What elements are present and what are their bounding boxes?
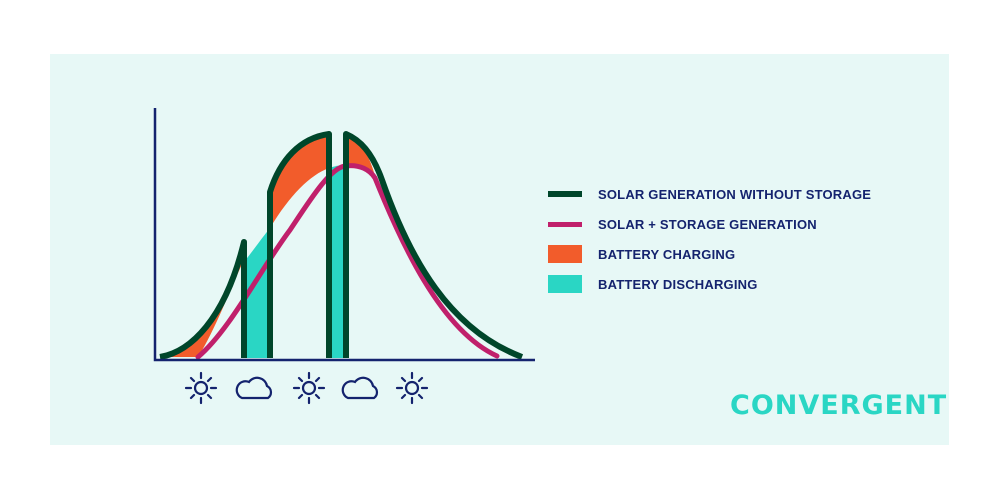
legend-solar-storage: SOLAR + STORAGE GENERATION (548, 214, 817, 234)
legend-battery-discharging: BATTERY DISCHARGING (548, 274, 758, 294)
cloud-icon (235, 376, 273, 400)
legend-swatch (548, 245, 582, 263)
legend-label: SOLAR + STORAGE GENERATION (598, 216, 817, 232)
convergent-logo: CONVERGENT (730, 390, 948, 421)
discharging-area-1 (244, 228, 270, 358)
solar-without-storage-line (159, 131, 524, 360)
weather-icons (184, 371, 429, 405)
legend-label: SOLAR GENERATION WITHOUT STORAGE (598, 186, 872, 202)
sun-icon (292, 371, 326, 405)
legend-label: BATTERY CHARGING (598, 246, 736, 262)
axes (153, 108, 535, 362)
legend-solar-without-storage: SOLAR GENERATION WITHOUT STORAGE (548, 184, 871, 204)
discharging-areas (244, 165, 346, 358)
cloud-icon (341, 376, 379, 400)
legend-swatch (548, 191, 582, 197)
legend-swatch (548, 221, 582, 227)
discharging-area-2 (329, 165, 346, 358)
legend-battery-charging: BATTERY CHARGING (548, 244, 735, 264)
sun-icon (184, 371, 218, 405)
legend-label: BATTERY DISCHARGING (598, 276, 758, 292)
sun-icon (395, 371, 429, 405)
charging-area-2 (270, 134, 329, 228)
diagram-panel (50, 54, 949, 445)
charging-area-1 (165, 250, 243, 357)
legend-swatch (548, 275, 582, 293)
